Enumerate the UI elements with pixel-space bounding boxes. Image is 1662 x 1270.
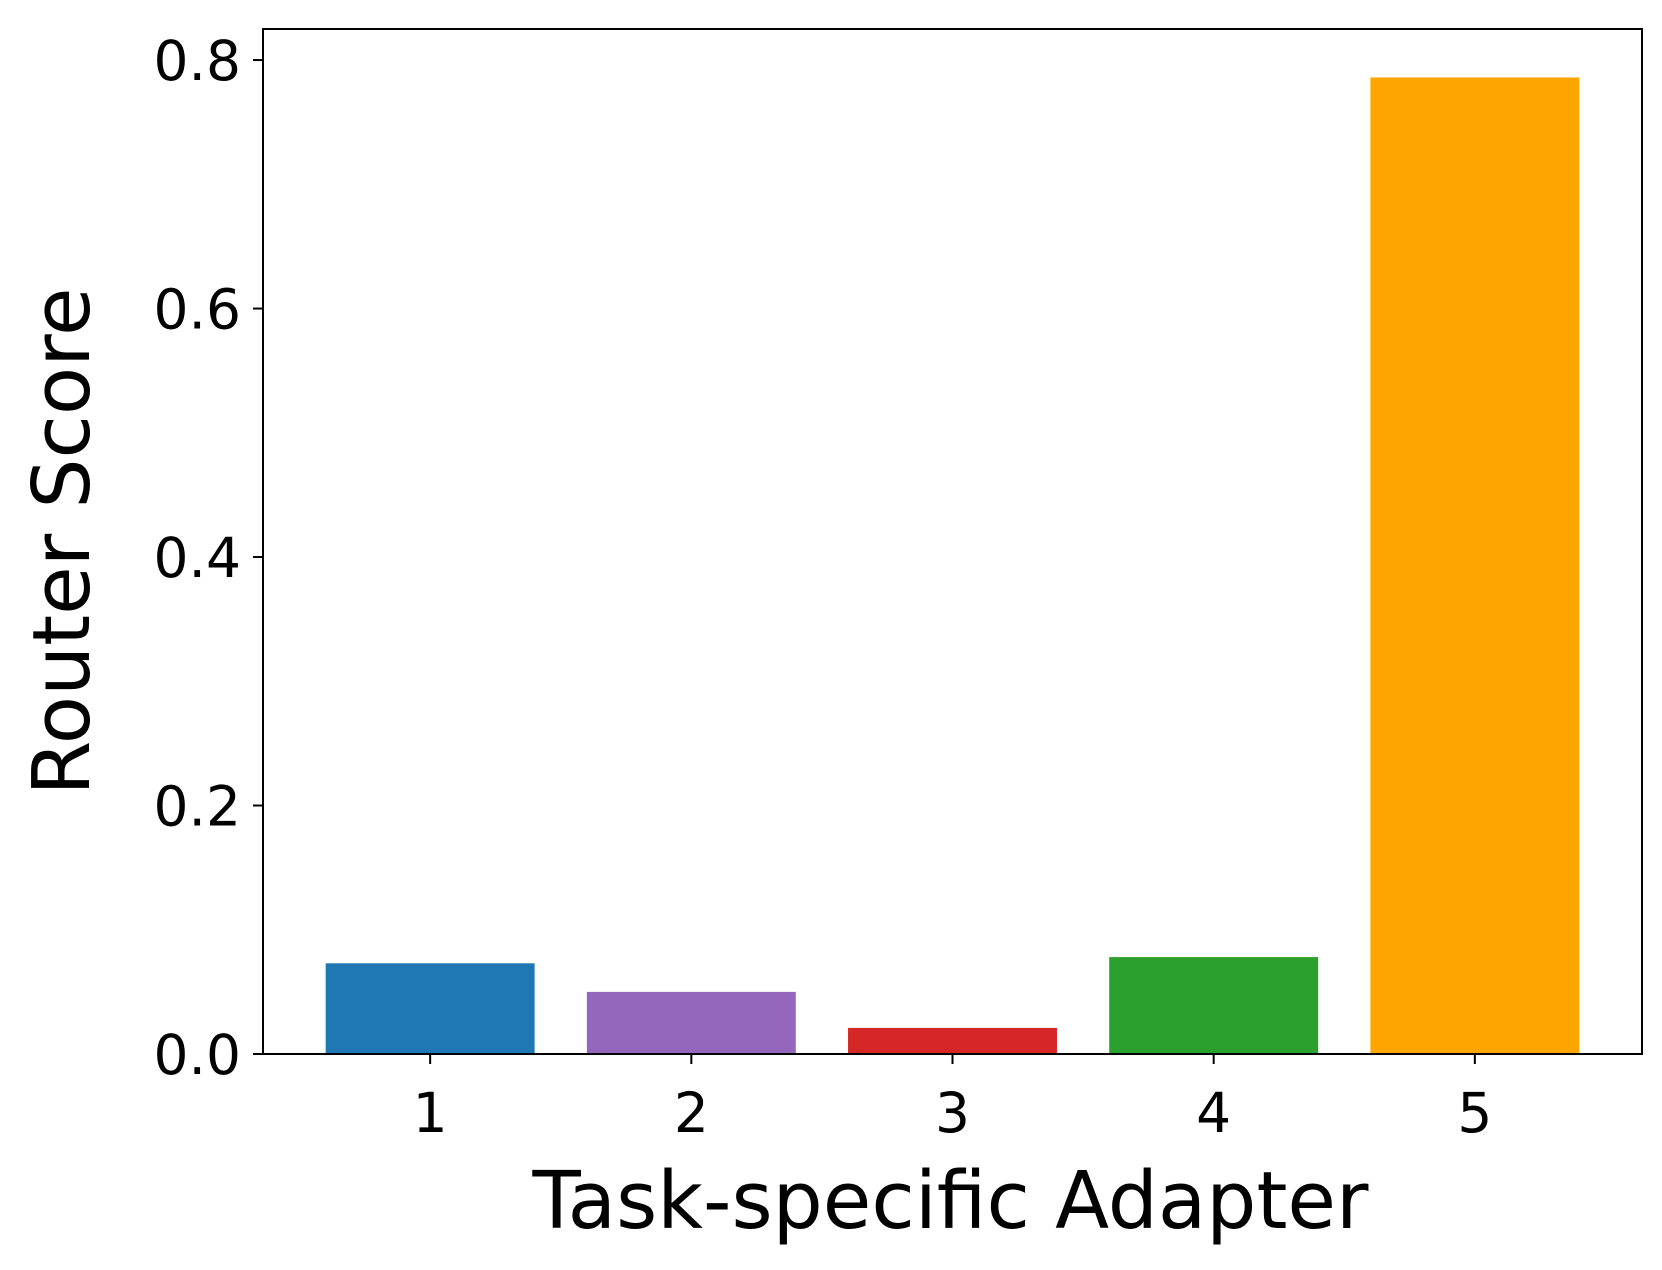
x-tick-label: 2	[674, 1081, 709, 1145]
bar-adapter-3	[848, 1027, 1057, 1054]
x-tick-label: 5	[1457, 1081, 1492, 1145]
y-tick-label: 0.0	[154, 1023, 241, 1087]
x-tick-label: 4	[1196, 1081, 1231, 1145]
y-tick-label: 0.8	[154, 29, 241, 93]
bar-adapter-2	[586, 991, 796, 1054]
x-tick-label: 3	[935, 1081, 970, 1145]
bar-adapter-1	[325, 963, 535, 1054]
bar-adapter-4	[1109, 957, 1319, 1054]
x-tick-label: 1	[413, 1081, 448, 1145]
y-tick-label: 0.6	[154, 278, 241, 342]
y-tick-label: 0.2	[154, 775, 241, 839]
y-axis-label: Router Score	[16, 287, 108, 795]
bars-group	[325, 77, 1580, 1055]
y-ticks-group: 0.0 0.2 0.4 0.6 0.8	[154, 29, 263, 1087]
bar-adapter-5	[1370, 77, 1580, 1055]
x-axis-label: Task-specific Adapter	[531, 1155, 1369, 1247]
y-tick-label: 0.4	[154, 526, 241, 590]
x-ticks-group: 1 2 3 4 5	[413, 1054, 1492, 1145]
